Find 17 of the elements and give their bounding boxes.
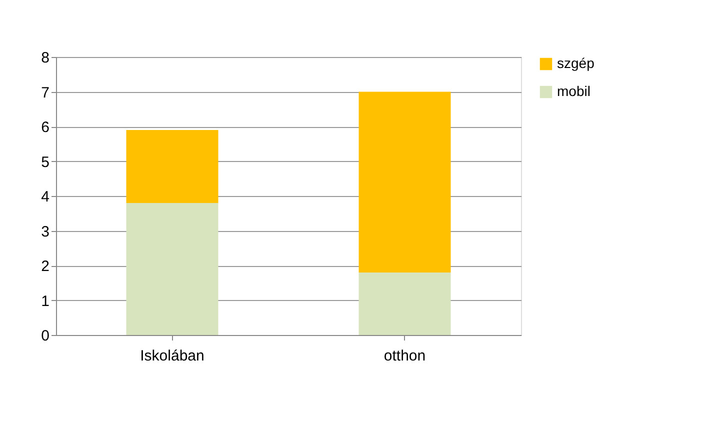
y-tick-label: 5 xyxy=(41,154,50,171)
x-tick-label: Iskolában xyxy=(140,348,204,364)
x-tick-label: otthon xyxy=(384,348,426,364)
bar xyxy=(358,92,451,272)
y-tick-label: 1 xyxy=(41,292,50,310)
bar xyxy=(358,272,451,335)
y-tick-label: 7 xyxy=(41,84,50,102)
y-tick-label: 6 xyxy=(41,119,50,136)
y-tick-label: 3 xyxy=(41,223,50,240)
bar xyxy=(126,202,218,335)
legend-label: mobil xyxy=(557,83,590,99)
y-tick-label: 8 xyxy=(41,50,50,66)
y-tick-label: 4 xyxy=(41,188,50,206)
y-tick-label: 2 xyxy=(41,258,50,275)
y-tick-label: 0 xyxy=(41,328,50,344)
bar xyxy=(126,130,218,203)
legend-label: szgép xyxy=(557,55,595,71)
